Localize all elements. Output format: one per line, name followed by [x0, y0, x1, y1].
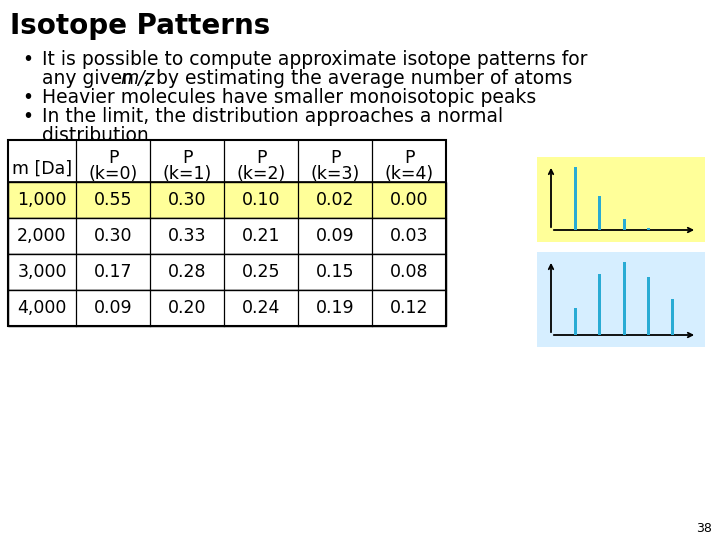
- Text: 0.09: 0.09: [94, 299, 132, 317]
- Text: P: P: [256, 149, 266, 167]
- Text: any given: any given: [42, 69, 140, 88]
- Text: 0.24: 0.24: [242, 299, 280, 317]
- Bar: [8, 218, 446, 254]
- Text: , by estimating the average number of atoms: , by estimating the average number of at…: [144, 69, 572, 88]
- Text: 0.09: 0.09: [315, 227, 354, 245]
- Text: (k=0): (k=0): [89, 165, 138, 183]
- Bar: [647, 228, 650, 230]
- Text: 0.03: 0.03: [390, 227, 428, 245]
- Text: P: P: [330, 149, 341, 167]
- Text: 0.21: 0.21: [242, 227, 280, 245]
- Bar: [8, 140, 446, 326]
- Text: (k=2): (k=2): [236, 165, 286, 183]
- Text: P: P: [108, 149, 118, 167]
- Bar: [671, 299, 674, 335]
- Bar: [8, 254, 446, 290]
- Text: •: •: [22, 50, 33, 69]
- Text: 0.17: 0.17: [94, 263, 132, 281]
- Text: m/z: m/z: [120, 69, 155, 88]
- Text: 3,000: 3,000: [17, 263, 67, 281]
- Text: 0.19: 0.19: [315, 299, 354, 317]
- Text: 0.25: 0.25: [242, 263, 280, 281]
- Text: (k=3): (k=3): [310, 165, 359, 183]
- Text: 0.28: 0.28: [168, 263, 206, 281]
- Bar: [8, 290, 446, 326]
- Bar: [537, 252, 705, 347]
- Text: It is possible to compute approximate isotope patterns for: It is possible to compute approximate is…: [42, 50, 588, 69]
- Bar: [8, 182, 446, 218]
- Bar: [598, 274, 601, 335]
- Text: 0.12: 0.12: [390, 299, 428, 317]
- Text: 0.20: 0.20: [168, 299, 206, 317]
- Text: 0.33: 0.33: [168, 227, 206, 245]
- Text: Isotope Patterns: Isotope Patterns: [10, 12, 270, 40]
- Text: 0.55: 0.55: [94, 191, 132, 209]
- Bar: [574, 308, 577, 335]
- Text: 0.10: 0.10: [242, 191, 280, 209]
- Text: •: •: [22, 107, 33, 126]
- Text: •: •: [22, 88, 33, 107]
- Text: P: P: [181, 149, 192, 167]
- Text: m [Da]: m [Da]: [12, 160, 72, 178]
- Text: 4,000: 4,000: [17, 299, 67, 317]
- Text: 0.15: 0.15: [316, 263, 354, 281]
- Text: Heavier molecules have smaller monoisotopic peaks: Heavier molecules have smaller monoisoto…: [42, 88, 536, 107]
- Text: distribution: distribution: [42, 126, 149, 145]
- Text: 0.08: 0.08: [390, 263, 428, 281]
- Text: 0.00: 0.00: [390, 191, 428, 209]
- Text: 0.30: 0.30: [168, 191, 206, 209]
- Bar: [574, 167, 577, 230]
- Bar: [8, 140, 446, 182]
- Text: (k=4): (k=4): [384, 165, 433, 183]
- Text: 38: 38: [696, 522, 712, 535]
- Text: In the limit, the distribution approaches a normal: In the limit, the distribution approache…: [42, 107, 503, 126]
- Text: 0.30: 0.30: [94, 227, 132, 245]
- Text: (k=1): (k=1): [163, 165, 212, 183]
- Text: 0.02: 0.02: [316, 191, 354, 209]
- Bar: [647, 277, 650, 335]
- Bar: [623, 219, 626, 230]
- Text: 2,000: 2,000: [17, 227, 67, 245]
- Bar: [623, 262, 626, 335]
- Bar: [598, 195, 601, 230]
- Text: P: P: [404, 149, 414, 167]
- Bar: [537, 157, 705, 242]
- Text: 1,000: 1,000: [17, 191, 67, 209]
